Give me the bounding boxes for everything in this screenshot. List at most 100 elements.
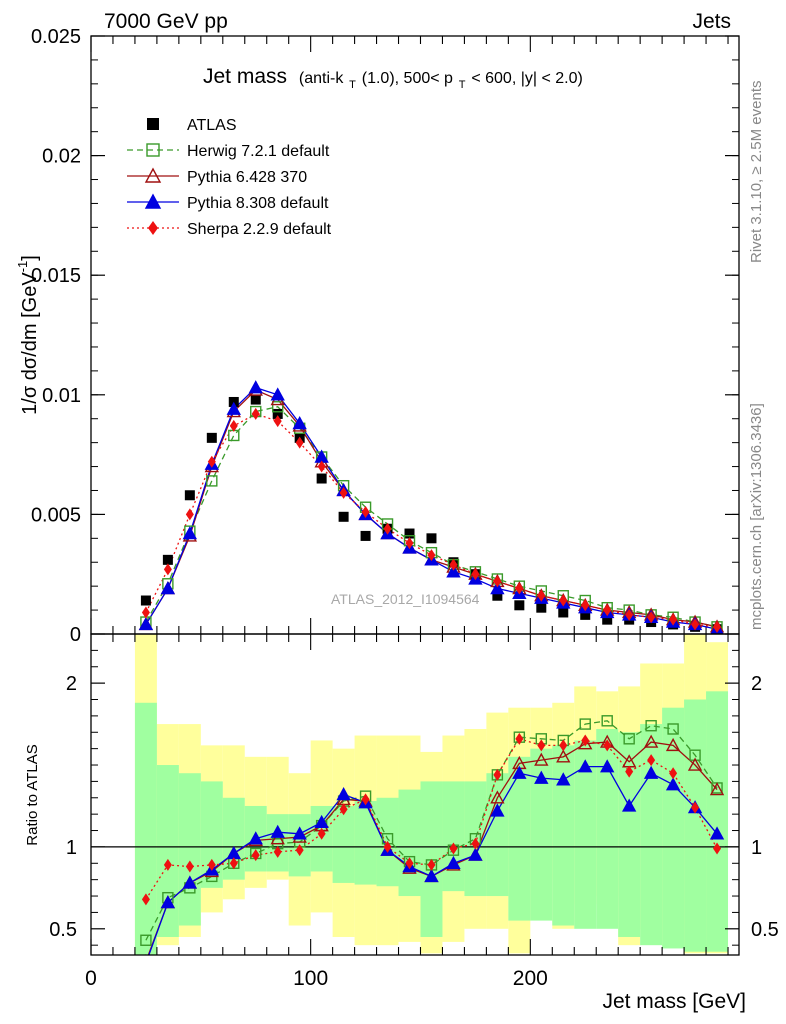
- ratio-point-sherpa: [295, 844, 304, 857]
- ratio-xtick-label: 0: [85, 967, 97, 990]
- ratio-point-pythia8: [490, 803, 505, 817]
- main-point-sherpa: [273, 415, 282, 428]
- ratio-point-sherpa: [647, 754, 656, 767]
- main-point-data: [316, 473, 327, 484]
- band-inner-bin: [640, 724, 663, 946]
- ratio-point-pythia8: [160, 895, 176, 909]
- ratio-point-pythia8: [578, 759, 593, 773]
- band-inner-bin: [684, 699, 707, 952]
- main-point-sherpa: [185, 508, 194, 521]
- band-inner-bin: [486, 773, 509, 897]
- main-ytick-label: 0.025: [31, 26, 81, 48]
- ratio-point-sherpa: [427, 858, 436, 871]
- main-point-sherpa: [317, 460, 326, 473]
- main-point-herwig: [272, 401, 284, 413]
- main-point-pythia8: [182, 526, 198, 540]
- ratio-point-sherpa: [163, 858, 172, 871]
- ratio-line-herwig: [145, 720, 718, 941]
- main-point-data: [492, 590, 503, 601]
- main-point-sherpa: [691, 618, 700, 631]
- ratio-point-sherpa: [361, 793, 370, 806]
- ratio-point-sherpa: [625, 765, 634, 778]
- band-inner-bin: [618, 732, 641, 937]
- main-point-data: [602, 614, 613, 625]
- ratio-point-pythia6: [490, 790, 505, 804]
- main-point-sherpa: [405, 537, 414, 550]
- legend-label-sherpa: Sherpa 2.2.9 default: [187, 221, 332, 238]
- ratio-panel-frame: [90, 633, 740, 956]
- main-point-sherpa: [515, 582, 524, 595]
- band-inner-bin: [706, 691, 729, 952]
- title-k-sub: T: [349, 79, 356, 91]
- main-point-data: [272, 408, 283, 419]
- ratio-ytick-label-right: 0.5: [751, 919, 779, 941]
- ratio-point-pythia6: [709, 782, 725, 796]
- band-inner-bin: [398, 789, 421, 897]
- title-cuts: < 600, |y| < 2.0): [471, 70, 583, 87]
- main-point-sherpa: [361, 506, 370, 519]
- main-point-data: [558, 607, 569, 618]
- band-inner-bin: [552, 745, 575, 926]
- main-point-data: [162, 554, 173, 565]
- band-inner-bin: [200, 781, 223, 888]
- main-point-sherpa: [625, 608, 634, 621]
- ratio-point-sherpa: [141, 893, 150, 906]
- ratio-point-sherpa: [471, 837, 480, 850]
- main-ytick-label: 0.015: [31, 265, 81, 287]
- main-point-sherpa: [295, 436, 304, 449]
- ratio-point-sherpa: [405, 857, 414, 870]
- main-point-pythia8: [160, 581, 176, 595]
- ratio-point-herwig: [645, 720, 657, 732]
- legend-label-pythia8: Pythia 8.308 default: [187, 195, 329, 212]
- ratio-ytick-label-right: 1: [751, 837, 762, 859]
- ratio-point-pythia6: [643, 734, 659, 748]
- main-series-group: [138, 380, 725, 634]
- analysis-watermark: ATLAS_2012_I1094564: [331, 591, 480, 607]
- ratio-point-herwig: [140, 934, 152, 946]
- ratio-point-sherpa: [669, 767, 678, 780]
- header-right: Jets: [692, 10, 731, 33]
- title-pt-sub: T: [459, 79, 466, 91]
- ratio-point-sherpa: [317, 827, 326, 840]
- main-point-herwig: [206, 475, 218, 487]
- main-plot-title: Jet mass (anti-k T (1.0), 500< p T < 600…: [203, 65, 583, 93]
- main-point-pythia8: [226, 401, 241, 415]
- legend-marker-sherpa: [148, 221, 158, 235]
- ratio-point-pythia8: [709, 826, 725, 840]
- ratio-point-pythia8: [270, 824, 285, 838]
- ratio-point-pythia8: [336, 787, 351, 801]
- ratio-ytick-label-left: 0.5: [49, 919, 77, 941]
- ratio-point-sherpa: [229, 857, 238, 870]
- main-point-sherpa: [251, 407, 260, 420]
- band-inner-bin: [266, 814, 289, 872]
- ratio-point-sherpa: [691, 801, 700, 814]
- main-point-sherpa: [163, 563, 172, 576]
- ratio-point-herwig: [601, 715, 613, 727]
- legend: ATLAS Herwig 7.2.1 default Pythia 6.428 37…: [127, 117, 332, 238]
- ratio-ytick-label-right: 2: [751, 673, 762, 695]
- ratio-point-pythia6: [578, 736, 593, 750]
- ratio-point-pythia8: [600, 759, 615, 773]
- band-inner-bin: [178, 773, 201, 926]
- ratio-point-sherpa: [339, 803, 348, 816]
- ratio-point-pythia6: [687, 757, 703, 771]
- band-inner-bin: [442, 781, 465, 892]
- ratio-point-herwig: [667, 723, 679, 735]
- ratio-point-sherpa: [537, 739, 546, 752]
- main-point-sherpa: [581, 599, 590, 612]
- main-point-pythia8: [270, 387, 285, 401]
- main-point-sherpa: [647, 611, 656, 624]
- band-inner-bin: [530, 748, 553, 921]
- xlabel: Jet mass [GeV]: [602, 990, 746, 1013]
- band-inner-bin: [574, 740, 597, 929]
- band-inner-bin: [332, 805, 355, 883]
- ratio-point-pythia6: [556, 749, 571, 763]
- main-point-pythia8: [490, 581, 505, 595]
- legend-label-data: ATLAS: [187, 117, 237, 134]
- ratio-point-pythia8: [556, 772, 571, 786]
- ratio-point-pythia8: [665, 777, 681, 791]
- band-inner-bin: [354, 801, 377, 885]
- ratio-point-sherpa: [559, 739, 568, 752]
